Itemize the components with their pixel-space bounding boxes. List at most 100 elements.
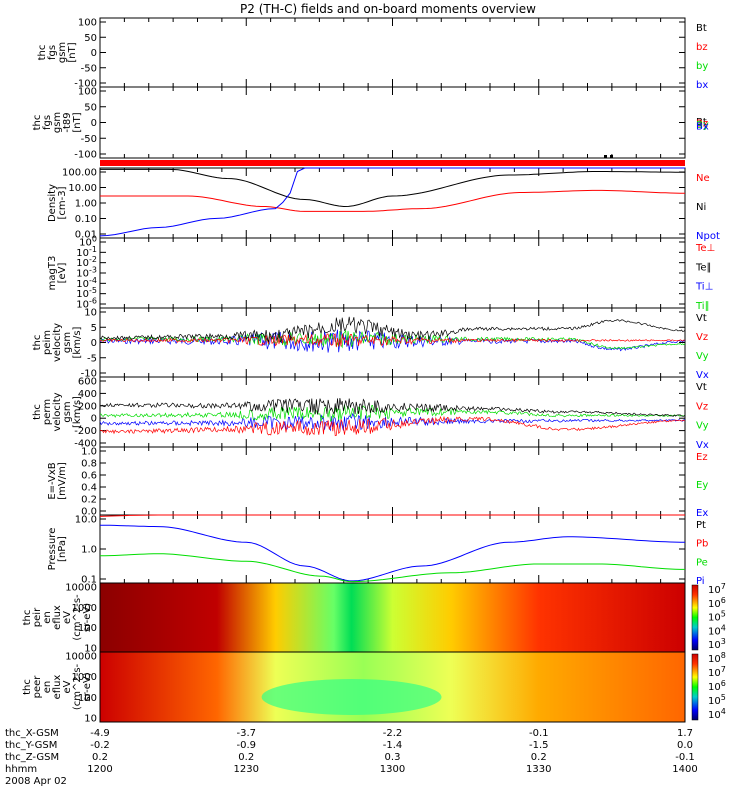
y-tick-label: 100 — [78, 87, 97, 98]
legend-fgs_gsm-2: by — [696, 61, 708, 72]
density-npot-line — [99, 167, 685, 237]
y-tick-label: -50 — [81, 134, 97, 145]
y-axis-label-line: thc — [22, 610, 33, 626]
y-axis-label-peir_spec: thc peir en eflux eV (cm^2-s-sr-eV) — [22, 594, 93, 641]
y-axis-label-fgs_gsm_t89: thc fgs gsm -t89 [nT] — [32, 112, 83, 133]
pressure-pi-line — [100, 524, 685, 582]
legend-fgs_gsm_t89-3: Bx — [696, 122, 709, 133]
peim-vt-line — [99, 316, 686, 343]
y-tick-label: 600 — [78, 377, 97, 388]
colorbar-tick-label: 107 — [708, 665, 726, 679]
footer-label: thc_Z-GSM — [5, 752, 59, 763]
y-axis-label-line: [km/s] — [72, 396, 83, 428]
y-tick-label: 10.0 — [75, 515, 97, 526]
footer-value: -1.5 — [529, 740, 549, 751]
panel-frame-pressure — [99, 514, 686, 584]
legend-temp-1: Te∥ — [695, 262, 712, 273]
y-axis-label-pressure: Pressure [nPa] — [47, 528, 68, 571]
y-axis-label-perm_vel: thc perm velocity gsm [km/s] — [32, 392, 83, 431]
perm-vz-line — [99, 415, 686, 437]
y-axis-label-efield: E=-VxB [mV/m] — [47, 462, 68, 500]
y-tick-label: 5 — [91, 323, 97, 334]
legend-perm_vel-3: Vx — [696, 440, 709, 451]
footer-value: 0.3 — [385, 752, 401, 763]
y-axis-label-peim_vel: thc peim velocity gsm [km/s] — [32, 323, 83, 362]
footer-label: thc_X-GSM — [5, 728, 59, 739]
y-tick-label: -100 — [74, 150, 97, 161]
y-tick-label: -400 — [74, 439, 97, 450]
legend-fgs_gsm-0: Bt — [696, 23, 707, 34]
footer-value: -4.9 — [90, 728, 110, 739]
y-axis-label-line: thc — [32, 404, 43, 420]
legend-density-0: Ne — [696, 173, 710, 184]
legend-fgs_gsm-1: bz — [696, 42, 708, 53]
legend-pressure-0: Pt — [696, 520, 706, 531]
y-tick-label: 0 — [91, 338, 97, 349]
y-tick-label: 0.10 — [75, 214, 97, 225]
legend-density-2: Npot — [696, 231, 720, 242]
y-axis-label-density: Density [cm-3] — [47, 184, 68, 222]
y-axis-label-temp: magT3 [eV] — [47, 256, 68, 291]
y-axis-label-line: peim — [42, 330, 53, 355]
legend-efield-1: Ey — [696, 480, 708, 491]
y-tick-label: 1000 — [72, 603, 97, 614]
legend-peim_vel-3: Vx — [696, 370, 709, 381]
y-axis-label-line: [eV] — [57, 263, 68, 284]
y-tick-label: 200 — [78, 401, 97, 412]
y-tick-label: 0.0 — [81, 507, 97, 518]
spec-frame — [99, 651, 686, 723]
y-axis-label-line: eV — [62, 611, 73, 624]
y-axis-label-line: sr-eV) — [82, 603, 93, 632]
footer-value: -0.1 — [675, 752, 695, 763]
legend-pressure-2: Pe — [696, 557, 708, 568]
panel-frame-temp — [99, 237, 686, 309]
y-tick-label: 0.8 — [81, 459, 97, 470]
y-tick-label: -5 — [87, 353, 97, 364]
y-tick-label: 50 — [84, 33, 97, 44]
legend-temp-2: Ti⊥ — [695, 282, 713, 293]
footer-value: -2.2 — [383, 728, 403, 739]
y-axis-label-line: eflux — [52, 675, 63, 700]
footer-value: -3.7 — [236, 728, 256, 739]
peir-spectrogram — [100, 583, 685, 652]
y-axis-label-line: [mV/m] — [57, 462, 68, 500]
y-axis-label-line: (cm^2-s- — [72, 663, 83, 710]
y-axis-label-line: en — [42, 681, 53, 694]
y-tick-label: 100 — [78, 623, 97, 634]
y-tick-label: -200 — [74, 426, 97, 437]
colorbar-tick-label: 106 — [708, 679, 726, 693]
y-axis-label-line: thc — [22, 679, 33, 695]
legend-perm_vel-0: Vt — [696, 382, 707, 393]
y-tick-label: 1000 — [72, 672, 97, 683]
y-axis-label-fgs_gsm: thc fgs gsm [nT] — [37, 42, 78, 63]
colorbar-tick-label: 107 — [708, 582, 726, 596]
legend-fgs_gsm_t89-1: Bz — [696, 119, 708, 130]
y-tick-label: 100.00 — [62, 168, 97, 179]
legend-peim_vel-0: Vt — [696, 313, 707, 324]
legend-efield-2: Ex — [696, 508, 708, 519]
y-axis-label-line: fgs — [47, 45, 58, 60]
footer-value: -0.2 — [90, 740, 110, 751]
y-axis-label-line: gsm — [62, 401, 73, 422]
footer-label: 2008 Apr 02 — [5, 776, 67, 787]
y-tick-label: 1.0 — [81, 447, 97, 458]
y-tick-label: 1.00 — [75, 199, 97, 210]
y-axis-label-line: -t89 — [62, 112, 73, 132]
colorbar-tick-label: 103 — [708, 637, 726, 651]
y-tick-label: 10.00 — [68, 183, 97, 194]
peim-vz-line — [99, 333, 686, 348]
y-axis-label-line: magT3 — [47, 256, 58, 291]
footer-value: -0.1 — [529, 728, 549, 739]
pressure-pb-line — [99, 514, 685, 517]
legend-temp-0: Te⊥ — [695, 243, 715, 254]
footer-value: 0.2 — [92, 752, 108, 763]
y-axis-label-line: [nT] — [67, 42, 78, 62]
y-axis-label-line: perm — [42, 399, 53, 425]
y-axis-label-line: thc — [32, 115, 43, 131]
footer-value: 1200 — [87, 764, 112, 775]
y-axis-label-line: Density — [47, 184, 58, 222]
y-tick-label: 1.0 — [81, 545, 97, 556]
colorbar-tick-label: 105 — [708, 610, 726, 624]
